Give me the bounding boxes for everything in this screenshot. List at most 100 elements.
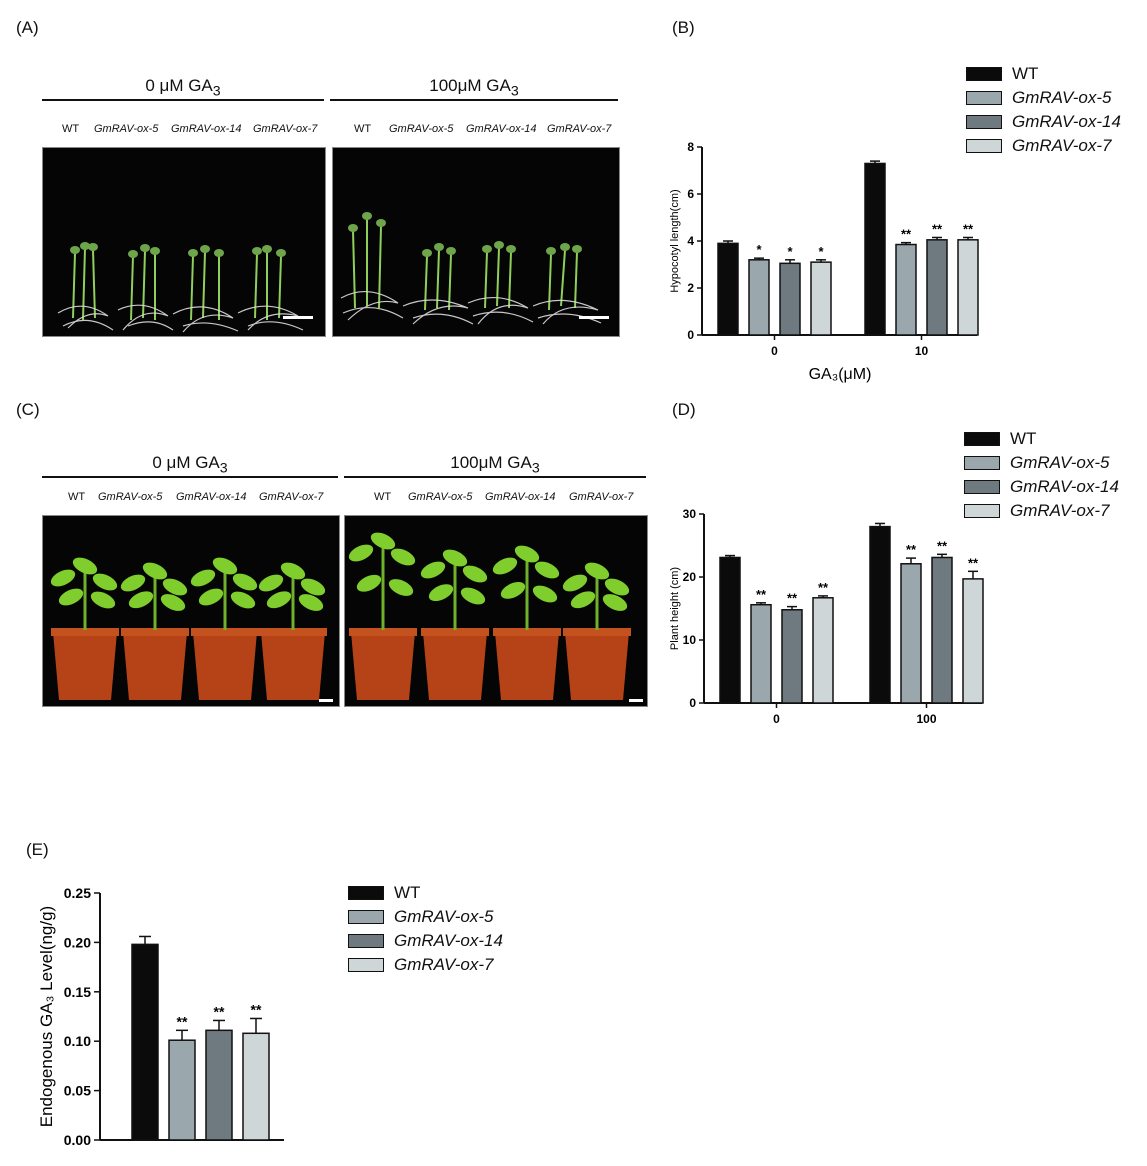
y-tick-label: 0 (689, 696, 696, 710)
subscript: 3 (531, 460, 540, 477)
y-axis-label: Endogenous GA₃ Level(ng/g) (37, 906, 56, 1127)
seedling-photo-0uM (42, 147, 326, 337)
significance-mark: * (787, 244, 793, 259)
genotype-label: WT (354, 123, 372, 135)
plant-photo-100uM (344, 515, 648, 707)
significance-mark: ** (756, 587, 767, 602)
legend-label: GmRAV-ox-5 (1010, 453, 1110, 472)
leaf (90, 591, 116, 609)
legend-item: GmRAV-ox-7 (966, 136, 1112, 156)
leaf (500, 582, 526, 599)
leaf (442, 549, 468, 567)
legend-swatch (964, 456, 1000, 470)
genotype-label: GmRAV-ox-5 (94, 123, 159, 135)
genotype-label: GmRAV-ox-7 (569, 491, 634, 503)
potted-plant (420, 549, 489, 700)
legend-label: GmRAV-ox-5 (394, 907, 494, 926)
pot (495, 632, 559, 700)
pot-rim (51, 628, 119, 636)
leaf (460, 587, 486, 605)
legend-label: GmRAV-ox-5 (1012, 88, 1112, 107)
legend-item: WT (964, 429, 1036, 449)
bar (812, 597, 834, 704)
legend-label: WT (1010, 429, 1037, 448)
y-tick-label: 4 (687, 234, 694, 248)
y-tick-label: 10 (683, 633, 697, 647)
bar (869, 525, 891, 704)
leaf (120, 574, 146, 592)
leaf (388, 579, 414, 596)
significance-mark: ** (901, 227, 912, 242)
legend-swatch (966, 115, 1002, 129)
genotype-label: GmRAV-ox-14 (176, 491, 247, 503)
genotype-label: GmRAV-ox-7 (253, 123, 318, 135)
x-tick-label: 0 (771, 344, 778, 358)
leaf (584, 562, 610, 580)
subscript: 3 (510, 83, 519, 100)
bar (781, 609, 803, 704)
legend-item: GmRAV-ox-14 (964, 477, 1119, 497)
y-tick-label: 8 (687, 140, 694, 154)
legend-label: WT (1012, 64, 1039, 83)
significance-mark: ** (177, 1013, 188, 1029)
significance-mark: ** (968, 555, 979, 570)
leaf (356, 574, 382, 592)
seedling-photo-100uM (332, 147, 620, 337)
legend-item: GmRAV-ox-5 (964, 453, 1110, 473)
bar (900, 563, 922, 704)
pot (261, 632, 325, 700)
pot (123, 632, 187, 700)
leaf (532, 585, 558, 603)
y-tick-label: 0.00 (64, 1132, 91, 1148)
y-tick-label: 2 (687, 281, 694, 295)
genotype-label: GmRAV-ox-5 (408, 491, 473, 503)
condition-rule (42, 99, 324, 101)
bar (931, 556, 953, 704)
y-tick-label: 0 (687, 328, 694, 342)
leaf (142, 562, 168, 580)
y-axis-label: Plant height (cm) (669, 567, 681, 650)
legend-swatch (348, 910, 384, 924)
legend-item: GmRAV-ox-7 (964, 501, 1110, 521)
leaf (534, 561, 560, 579)
condition-text: 100μM GA (450, 453, 532, 472)
genotype-label: GmRAV-ox-14 (485, 491, 556, 503)
genotype-label: WT (68, 491, 86, 503)
bar (864, 162, 886, 336)
significance-mark: * (756, 242, 762, 257)
leaf (230, 591, 256, 609)
plant-illustration (348, 532, 631, 700)
plant-height-chart: 0 10 20 30 ** ** ** 0 ** ** ** 100 Plant height (cm) (669, 507, 984, 726)
y-tick-label: 20 (683, 570, 697, 584)
potted-plant (348, 532, 417, 700)
pot (423, 632, 487, 700)
significance-mark: ** (214, 1003, 225, 1019)
legend-swatch (964, 504, 1000, 518)
panel-label-a: (A) (16, 18, 39, 37)
pot-rim (121, 628, 189, 636)
pot-rim (191, 628, 259, 636)
x-tick-label: 100 (916, 712, 936, 726)
condition-text: 0 μM GA (145, 76, 213, 95)
legend-swatch (348, 958, 384, 972)
bar (779, 262, 801, 336)
legend-d: WT GmRAV-ox-5 GmRAV-ox-14 GmRAV-ox-7 (964, 429, 1142, 525)
significance-mark: ** (818, 580, 829, 595)
condition-label-0uM: 0 μM GA3 (42, 453, 338, 476)
leaf (128, 591, 154, 609)
potted-plant (492, 545, 561, 700)
x-tick-label: 10 (915, 344, 929, 358)
leaf (390, 548, 416, 566)
genotype-label: GmRAV-ox-5 (98, 491, 163, 503)
significance-mark: * (818, 244, 824, 259)
y-tick-label: 0.25 (64, 885, 91, 901)
scale-bar (283, 316, 313, 319)
bar (168, 1039, 196, 1141)
bar (962, 578, 984, 704)
condition-text: 0 μM GA (152, 453, 220, 472)
potted-plant (190, 557, 259, 700)
genotype-label: GmRAV-ox-7 (259, 491, 324, 503)
scale-bar (319, 699, 333, 702)
endogenous-ga3-chart: 0.00 0.05 0.10 0.15 0.20 0.25 ** ** ** Endogenous… (37, 885, 284, 1148)
legend-item: GmRAV-ox-5 (966, 88, 1112, 108)
